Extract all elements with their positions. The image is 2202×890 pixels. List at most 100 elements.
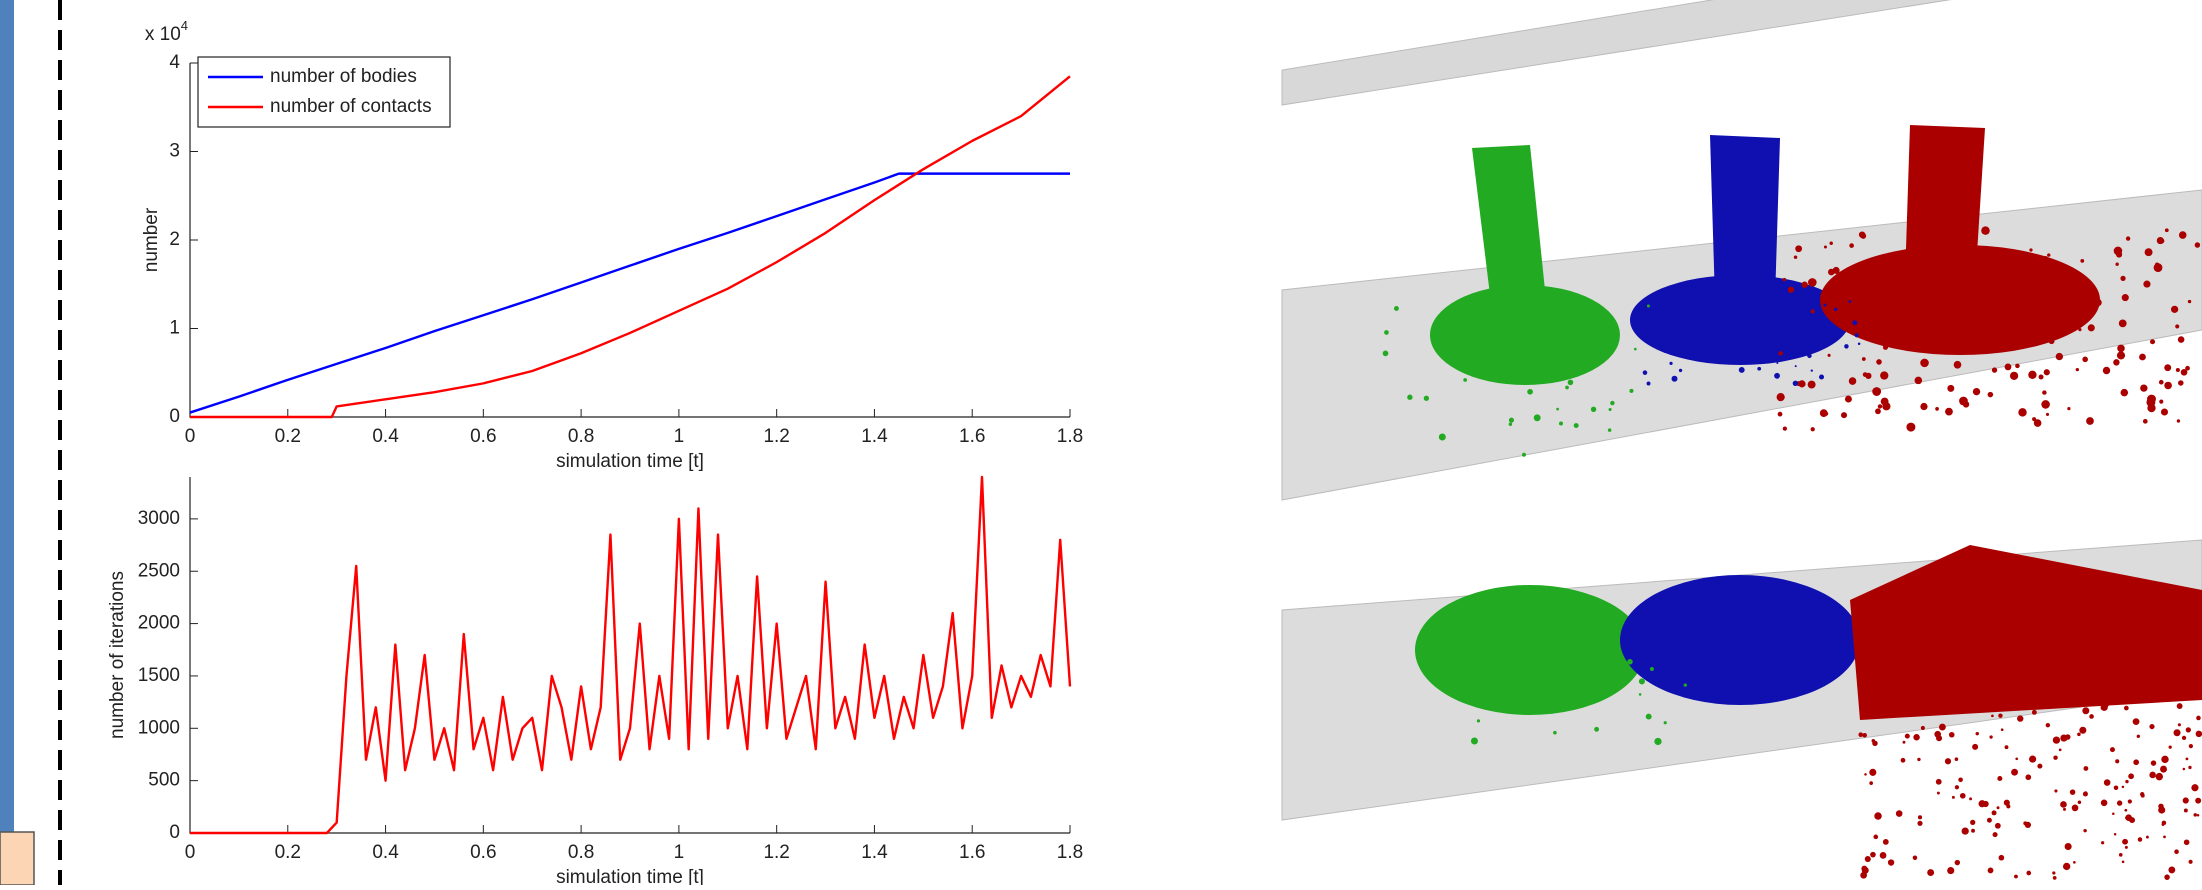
particle (2064, 843, 2072, 851)
particle (1463, 378, 1468, 382)
particle (1830, 292, 1838, 300)
particle (1671, 375, 1678, 382)
particle (2094, 701, 2099, 706)
particle (1962, 401, 1970, 408)
particle (1980, 273, 1984, 278)
particle (2118, 853, 2123, 857)
particle (1607, 428, 1612, 432)
particle (2180, 682, 2188, 689)
particle (1573, 423, 1579, 429)
particle (2060, 662, 2063, 666)
particle (1896, 649, 1900, 653)
particle (1733, 297, 1738, 302)
particle (1848, 300, 1852, 303)
particle (2182, 767, 2186, 771)
particle (1914, 376, 1923, 385)
corner-box (0, 831, 35, 886)
particle (2029, 755, 2037, 763)
particle (1795, 245, 1803, 253)
particle (2005, 304, 2012, 311)
particle (1921, 688, 1926, 693)
particle (1870, 268, 1877, 275)
particle (2084, 791, 2088, 794)
particle (1600, 341, 1605, 346)
heap (1850, 545, 2202, 720)
particle (1975, 731, 1979, 736)
particle (1787, 286, 1795, 293)
particle (2158, 379, 2164, 385)
particle (2035, 638, 2039, 642)
particle (1906, 422, 1916, 432)
x-tick-label: 1.8 (1057, 842, 1083, 863)
y-multiplier-base: x 10 (145, 24, 181, 45)
particle (2174, 653, 2180, 660)
particle (2180, 368, 2188, 376)
particle (2083, 766, 2089, 771)
particle (2004, 363, 2012, 371)
particle (1650, 319, 1653, 322)
particle (1844, 395, 1852, 403)
particle (1923, 695, 1927, 699)
particle (1782, 277, 1787, 282)
particle (1719, 331, 1724, 337)
particle (2117, 344, 2125, 353)
tower (1710, 135, 1780, 300)
particle (1594, 726, 1600, 732)
heap (1630, 275, 1850, 365)
particle (2195, 797, 2202, 804)
particle (1991, 810, 1997, 816)
particle (2068, 656, 2075, 663)
particle (1887, 859, 1895, 866)
particle (1516, 371, 1521, 376)
particle (2175, 324, 2180, 329)
particle (2105, 643, 2113, 652)
particle (1823, 303, 1827, 307)
particle (1996, 339, 2003, 346)
side-strip (0, 0, 14, 885)
particle (2124, 808, 2128, 812)
particle (2195, 730, 2202, 738)
particle (1920, 725, 1925, 731)
particle (2082, 679, 2089, 686)
particle (1900, 757, 1906, 763)
particle (1920, 402, 1928, 411)
legend-box (197, 56, 451, 128)
particle (2197, 681, 2202, 687)
particle (1859, 689, 1866, 696)
particle (2020, 684, 2024, 688)
particle (2121, 294, 2129, 302)
x-tick-label: 1 (674, 426, 685, 447)
particle (1527, 388, 1533, 395)
particle (2023, 821, 2028, 826)
particle (2178, 380, 2184, 386)
particle (1992, 832, 1998, 838)
particle (2060, 734, 2068, 742)
particle (1978, 800, 1986, 808)
particle (1877, 316, 1887, 326)
particle (2193, 813, 2198, 817)
particle (1955, 284, 1965, 294)
particle (1848, 377, 1857, 385)
x-tick-label: 1.6 (959, 426, 985, 447)
particle (1876, 359, 1882, 365)
particle (1782, 426, 1787, 431)
particle (1829, 241, 1833, 246)
particle (1905, 693, 1912, 700)
particle (1776, 393, 1785, 402)
particle (1649, 666, 1654, 671)
particle (1657, 319, 1662, 323)
particle (2042, 255, 2049, 262)
particle (1989, 735, 1993, 739)
legend-label: number of contacts (270, 96, 432, 117)
tower (1472, 145, 1545, 295)
particle (2125, 814, 2132, 822)
y-tick-label: 2 (169, 229, 180, 250)
particle (1519, 324, 1524, 328)
particle (2121, 860, 2125, 864)
particle (1646, 381, 1651, 386)
particle (2179, 645, 2186, 653)
particle (2181, 672, 2189, 681)
particle (1926, 296, 1931, 302)
